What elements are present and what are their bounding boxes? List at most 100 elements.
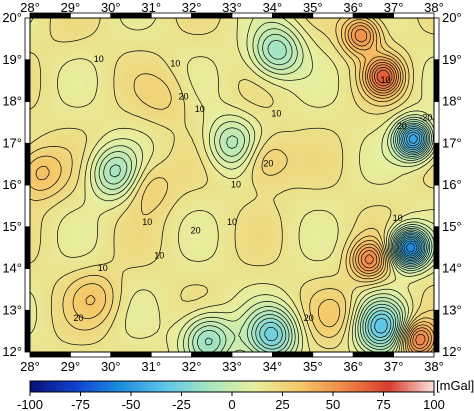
heat-cell: [333, 207, 338, 212]
heat-cell: [341, 195, 346, 200]
heat-cell: [46, 291, 51, 297]
heat-cell: [98, 311, 104, 317]
heat-cell: [199, 243, 205, 248]
heat-cell: [135, 158, 140, 164]
heat-cell: [171, 211, 177, 216]
heat-cell: [54, 219, 59, 224]
heat-cell: [377, 199, 383, 204]
heat-cell: [110, 170, 116, 176]
heat-cell: [54, 319, 59, 325]
heat-cell: [151, 255, 156, 261]
heat-cell: [341, 239, 346, 244]
heat-cell: [183, 231, 189, 236]
heat-cell: [62, 158, 67, 164]
heat-cell: [385, 323, 391, 329]
heat-cell: [54, 303, 59, 309]
heat-cell: [203, 166, 209, 172]
heat-cell: [316, 150, 322, 156]
heat-cell: [90, 227, 96, 232]
heat-cell: [320, 195, 326, 200]
heat-cell: [288, 231, 294, 236]
heat-cell: [78, 335, 84, 341]
heat-cell: [312, 287, 318, 293]
heat-cell: [284, 195, 290, 200]
heat-cell: [110, 331, 116, 337]
heat-cell: [236, 327, 241, 333]
heat-cell: [316, 347, 322, 352]
heat-cell: [223, 339, 229, 345]
heat-cell: [74, 303, 80, 309]
heat-cell: [139, 267, 144, 273]
heat-cell: [211, 227, 217, 232]
heat-cell: [179, 162, 185, 168]
heat-cell: [357, 195, 362, 200]
heat-cell: [401, 299, 407, 305]
heat-cell: [50, 211, 55, 216]
heat-cell: [163, 174, 168, 180]
heat-cell: [252, 311, 257, 317]
heat-cell: [110, 203, 116, 208]
heat-cell: [183, 271, 189, 277]
heat-cell: [106, 307, 112, 313]
heat-cell: [381, 271, 387, 277]
heat-cell: [288, 271, 294, 277]
heat-cell: [248, 203, 253, 208]
heat-cell: [284, 223, 290, 228]
heat-cell: [191, 239, 197, 244]
heat-cell: [365, 170, 370, 176]
heat-cell: [82, 203, 88, 208]
heat-cell: [236, 303, 241, 309]
heat-cell: [417, 219, 423, 224]
heat-cell: [131, 295, 136, 301]
heat-cell: [102, 307, 108, 313]
heat-cell: [30, 223, 35, 228]
heat-cell: [280, 219, 286, 224]
heat-cell: [333, 331, 338, 337]
heat-cell: [409, 223, 415, 228]
heat-cell: [320, 319, 326, 325]
heat-cell: [118, 223, 124, 228]
heat-cell: [90, 178, 96, 184]
heat-cell: [175, 203, 181, 208]
heat-cell: [34, 287, 39, 293]
heat-cell: [227, 311, 233, 317]
heat-cell: [405, 275, 411, 281]
heat-cell: [264, 223, 269, 228]
heat-cell: [425, 170, 431, 176]
heat-cell: [159, 158, 164, 164]
heat-cell: [98, 239, 104, 244]
heat-cell: [429, 251, 434, 257]
heat-cell: [296, 178, 302, 184]
heat-cell: [337, 243, 342, 248]
heat-cell: [38, 203, 43, 208]
heat-cell: [151, 323, 156, 329]
heat-cell: [159, 331, 164, 337]
heat-cell: [373, 239, 379, 244]
heat-cell: [284, 182, 290, 188]
heat-cell: [114, 231, 120, 236]
heat-cell: [377, 323, 383, 329]
heat-cell: [429, 174, 434, 180]
heat-cell: [219, 247, 225, 252]
heat-cell: [240, 251, 245, 257]
heat-cell: [86, 223, 92, 228]
heat-cell: [280, 343, 286, 349]
heat-cell: [30, 227, 35, 232]
heat-cell: [38, 231, 43, 236]
heat-cell: [58, 335, 63, 341]
heat-cell: [167, 235, 172, 240]
heat-cell: [163, 279, 168, 285]
heat-cell: [244, 347, 249, 352]
heat-cell: [341, 291, 346, 297]
heat-cell: [397, 191, 403, 196]
heat-cell: [163, 331, 168, 337]
heat-cell: [333, 199, 338, 204]
heat-cell: [143, 343, 148, 349]
heat-cell: [126, 178, 132, 184]
heat-cell: [304, 219, 310, 224]
heat-cell: [288, 323, 294, 329]
heat-cell: [353, 335, 358, 341]
heat-cell: [353, 339, 358, 345]
heat-cell: [417, 215, 423, 220]
heat-cell: [361, 315, 366, 321]
